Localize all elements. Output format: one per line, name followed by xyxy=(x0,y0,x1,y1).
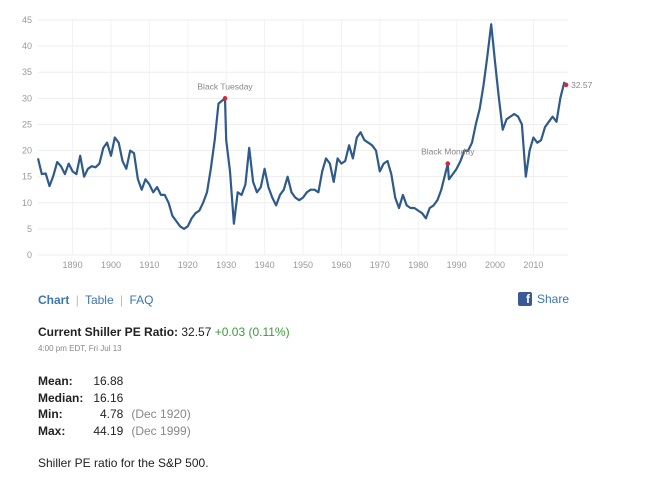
x-tick-label: 1970 xyxy=(370,260,390,270)
annotation-marker xyxy=(222,96,228,101)
current-change: +0.03 (0.11%) xyxy=(214,325,290,339)
tab-faq[interactable]: FAQ xyxy=(129,293,154,307)
y-tick-label: 15 xyxy=(22,172,32,182)
x-tick-label: 1930 xyxy=(216,260,236,270)
stat-date xyxy=(123,390,190,407)
share-button[interactable]: f Share xyxy=(518,292,569,306)
x-tick-label: 1890 xyxy=(63,260,83,270)
current-label: Current Shiller PE Ratio: xyxy=(38,325,179,339)
y-tick-label: 40 xyxy=(22,41,32,51)
stats-table: Mean: 16.88 Median: 16.16 Min: 4.78 (Dec… xyxy=(38,373,191,439)
stat-value: 16.16 xyxy=(93,390,124,405)
y-tick-label: 10 xyxy=(22,198,32,208)
stat-date xyxy=(123,373,190,390)
y-tick-label: 30 xyxy=(22,93,32,103)
annotation-label: 32.57 xyxy=(571,80,593,90)
x-tick-label: 1940 xyxy=(255,260,275,270)
annotation-marker xyxy=(445,161,451,166)
x-tick-label: 1920 xyxy=(178,260,198,270)
stat-date: (Dec 1920) xyxy=(131,407,191,422)
x-tick-label: 1950 xyxy=(293,260,313,270)
chart-description: Shiller PE ratio for the S&P 500. xyxy=(38,456,209,470)
stat-row-min: Min: 4.78 (Dec 1920) xyxy=(38,406,191,423)
annotation-marker xyxy=(563,82,569,88)
share-label: Share xyxy=(537,292,570,306)
y-tick-label: 25 xyxy=(22,119,32,129)
facebook-icon: f xyxy=(518,292,532,306)
timestamp: 4:00 pm EDT, Fri Jul 13 xyxy=(38,344,122,353)
stat-key: Mean: xyxy=(38,374,73,389)
y-tick-label: 35 xyxy=(22,67,32,77)
current-ratio: 32.57 xyxy=(181,325,212,339)
annotation-label: Black Tuesday xyxy=(197,81,253,91)
annotation-label: Black Monday xyxy=(421,147,475,157)
stat-value: 16.88 xyxy=(93,374,124,389)
stat-row-median: Median: 16.16 xyxy=(38,390,191,407)
x-tick-label: 2000 xyxy=(485,260,505,270)
y-tick-label: 5 xyxy=(27,224,32,234)
current-value: Current Shiller PE Ratio: 32.57 +0.03 (0… xyxy=(38,325,290,339)
tab-separator: | xyxy=(119,293,124,307)
stat-key: Max: xyxy=(38,423,66,438)
series-line xyxy=(36,23,567,230)
stat-value: 4.78 xyxy=(99,407,124,422)
stat-value: 44.19 xyxy=(93,423,124,438)
x-tick-label: 1960 xyxy=(331,260,351,270)
x-tick-label: 1910 xyxy=(139,260,159,270)
stat-date: (Dec 1999) xyxy=(131,423,191,438)
view-tabs: Chart | Table | FAQ xyxy=(38,293,153,307)
x-tick-label: 1990 xyxy=(447,260,467,270)
tab-table[interactable]: Table xyxy=(84,293,114,307)
y-tick-label: 0 xyxy=(27,250,32,260)
stat-key: Min: xyxy=(38,407,63,422)
y-tick-label: 20 xyxy=(22,146,32,156)
stat-key: Median: xyxy=(38,390,84,405)
tab-chart[interactable]: Chart xyxy=(38,293,70,307)
x-tick-label: 1900 xyxy=(101,260,121,270)
stat-row-mean: Mean: 16.88 xyxy=(38,373,191,390)
stat-row-max: Max: 44.19 (Dec 1999) xyxy=(38,423,191,440)
x-tick-label: 2010 xyxy=(523,260,543,270)
shiller-pe-chart: 0 5 10 15 20 25 30 35 40 45 1890 1900 1910 1920 1930 19… xyxy=(22,15,593,270)
tab-separator: | xyxy=(75,293,79,307)
y-tick-label: 45 xyxy=(22,15,32,25)
x-tick-label: 1980 xyxy=(408,260,428,270)
